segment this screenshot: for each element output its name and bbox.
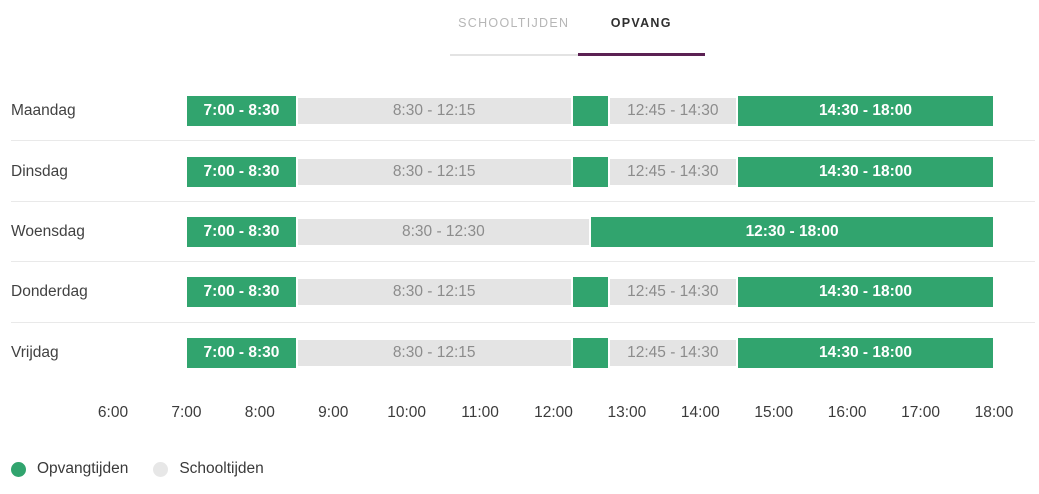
legend-label: Opvangtijden	[37, 460, 129, 477]
time-block-school: 12:45 - 14:30	[609, 98, 737, 125]
time-block-school: 8:30 - 12:30	[297, 218, 590, 245]
time-block-opvang	[572, 156, 608, 187]
legend: Opvangtijden Schooltijden	[11, 460, 289, 478]
legend-label: Schooltijden	[179, 460, 264, 477]
schedule-row-dinsdag: Dinsdag 7:00 - 8:30 8:30 - 12:15 12:45 - 14…	[0, 141, 1039, 203]
time-block-opvang: 7:00 - 8:30	[187, 156, 296, 187]
schedule-rows: Maandag 7:00 - 8:30 8:30 - 12:15 12:45 - 14…	[0, 81, 1039, 383]
time-block-school: 8:30 - 12:15	[297, 98, 571, 125]
day-label: Vrijdag	[11, 343, 59, 361]
time-block-school: 12:45 - 14:30	[609, 339, 737, 366]
time-block-opvang	[572, 337, 608, 368]
schedule-row-woensdag: Woensdag 7:00 - 8:30 8:30 - 12:30 12:30 - 1…	[0, 202, 1039, 263]
time-block-school: 12:45 - 14:30	[609, 158, 737, 185]
time-block-opvang: 7:00 - 8:30	[187, 277, 296, 308]
time-block-opvang: 12:30 - 18:00	[591, 216, 993, 247]
axis-tick: 8:00	[244, 404, 275, 421]
day-label: Donderdag	[11, 283, 88, 301]
day-label: Woensdag	[11, 222, 85, 240]
tab-inactive-underline	[450, 54, 578, 56]
row-timeline: 7:00 - 8:30 8:30 - 12:15 12:45 - 14:30 14:3…	[113, 81, 994, 141]
time-block-opvang: 14:30 - 18:00	[738, 156, 993, 187]
time-block-school: 8:30 - 12:15	[297, 339, 571, 366]
time-block-opvang	[572, 277, 608, 308]
tab-bar: SCHOOLTIJDEN OPVANG	[450, 0, 705, 56]
axis-tick: 7:00	[171, 404, 202, 421]
schedule-row-donderdag: Donderdag 7:00 - 8:30 8:30 - 12:15 12:45 - …	[0, 262, 1039, 323]
tab-active-underline	[577, 53, 705, 56]
time-axis: 6:00 7:00 8:00 9:00 10:00 11:00 12:00 13:00 14:0…	[98, 404, 1013, 424]
axis-tick: 18:00	[974, 404, 1014, 421]
time-block-opvang: 14:30 - 18:00	[738, 277, 993, 308]
tab-schooltijden[interactable]: SCHOOLTIJDEN	[450, 0, 578, 56]
axis-tick: 17:00	[901, 404, 940, 421]
row-timeline: 7:00 - 8:30 8:30 - 12:15 12:45 - 14:30 14:3…	[113, 141, 994, 201]
schedule-row-vrijdag: Vrijdag 7:00 - 8:30 8:30 - 12:15 12:45 - 14…	[0, 323, 1039, 383]
axis-tick: 12:00	[534, 404, 573, 421]
axis-tick: 10:00	[387, 404, 427, 421]
row-timeline: 7:00 - 8:30 8:30 - 12:15 12:45 - 14:30 14:3…	[113, 262, 994, 322]
time-block-school: 8:30 - 12:15	[297, 158, 571, 185]
day-label: Dinsdag	[11, 162, 68, 180]
axis-tick: 14:00	[680, 404, 720, 421]
time-block-opvang: 7:00 - 8:30	[187, 337, 296, 368]
row-timeline: 7:00 - 8:30 8:30 - 12:15 12:45 - 14:30 14:3…	[113, 323, 994, 383]
time-block-school: 8:30 - 12:15	[297, 279, 571, 306]
axis-tick: 16:00	[827, 404, 867, 421]
legend-dot-opvang-icon	[11, 461, 26, 477]
legend-item-opvang: Opvangtijden	[11, 460, 128, 478]
tab-opvang-label: OPVANG	[610, 16, 672, 30]
axis-tick: 6:00	[97, 404, 129, 421]
row-timeline: 7:00 - 8:30 8:30 - 12:30 12:30 - 18:00	[113, 202, 994, 262]
time-block-school: 12:45 - 14:30	[609, 279, 737, 306]
tab-opvang[interactable]: OPVANG	[577, 0, 705, 56]
time-block-opvang: 14:30 - 18:00	[738, 337, 993, 368]
axis-tick: 15:00	[754, 404, 794, 421]
day-label: Maandag	[11, 102, 76, 120]
axis-tick: 13:00	[607, 404, 647, 421]
legend-item-school: Schooltijden	[153, 460, 264, 478]
axis-tick: 11:00	[461, 404, 499, 421]
axis-tick: 9:00	[318, 404, 349, 421]
time-block-opvang: 14:30 - 18:00	[738, 96, 993, 127]
time-block-opvang: 7:00 - 8:30	[187, 216, 296, 247]
time-block-opvang	[572, 96, 608, 127]
schedule-row-maandag: Maandag 7:00 - 8:30 8:30 - 12:15 12:45 - 14…	[0, 81, 1039, 142]
time-block-opvang: 7:00 - 8:30	[187, 96, 296, 127]
legend-dot-school-icon	[153, 461, 169, 477]
tab-schooltijden-label: SCHOOLTIJDEN	[458, 16, 570, 30]
